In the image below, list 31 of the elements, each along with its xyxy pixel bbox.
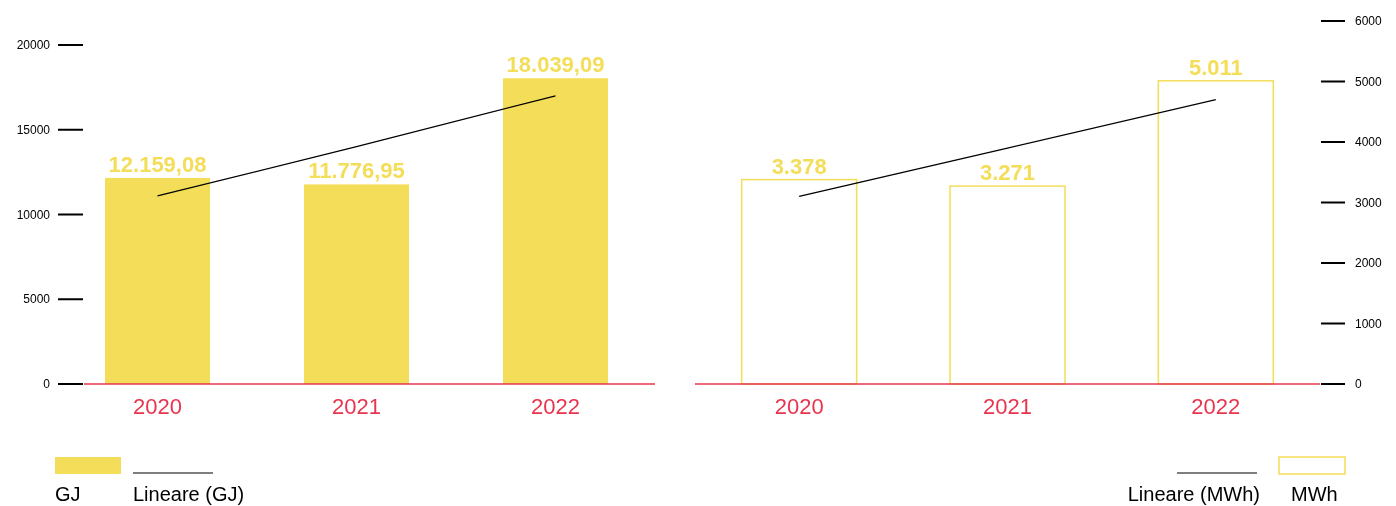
data-label: 18.039,09 <box>506 52 605 78</box>
legend-label: Lineare (GJ) <box>133 483 245 505</box>
y-tick-label: 5000 <box>23 292 51 307</box>
legend-label: MWh <box>1291 483 1338 505</box>
y-tick-label: 20000 <box>16 38 51 52</box>
y-tick-label: 15000 <box>16 122 51 137</box>
y-tick-label: 3000 <box>1355 195 1383 210</box>
y-tick-label: 10000 <box>16 207 51 222</box>
bar <box>304 184 409 384</box>
data-label: 5.011 <box>1188 54 1243 80</box>
bar <box>503 78 608 384</box>
y-tick-label: 5000 <box>1355 74 1383 89</box>
y-tick-label: 0 <box>1355 377 1362 391</box>
data-label: 3.271 <box>979 160 1036 186</box>
x-tick-label: 2020 <box>133 394 182 419</box>
x-tick-label: 2021 <box>332 394 381 419</box>
x-tick-label: 2022 <box>531 394 580 419</box>
y-tick-label: 6000 <box>1355 14 1383 28</box>
y-tick-label: 2000 <box>1355 256 1383 270</box>
legend-label: GJ <box>55 483 81 505</box>
data-label: 3.378 <box>771 153 827 179</box>
data-label: 11.776,95 <box>308 158 405 184</box>
x-tick-label: 2021 <box>983 394 1032 419</box>
y-tick-label: 1000 <box>1355 316 1383 331</box>
legend-label: Lineare (MWh) <box>1127 483 1260 505</box>
x-tick-label: 2022 <box>1191 394 1241 419</box>
data-label: 12.159,08 <box>108 151 207 177</box>
bar <box>105 177 210 384</box>
x-tick-label: 2020 <box>774 394 824 419</box>
y-tick-label: 4000 <box>1355 135 1383 149</box>
y-tick-label: 0 <box>43 377 51 391</box>
